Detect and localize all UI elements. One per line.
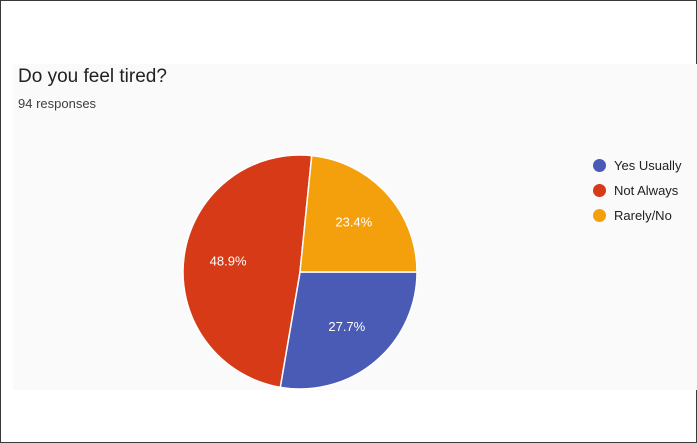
legend-label: Not Always xyxy=(614,183,679,198)
legend-swatch xyxy=(593,159,606,172)
legend-item-yes-usually[interactable]: Yes Usually xyxy=(593,153,681,178)
response-count: 94 responses xyxy=(18,96,97,111)
legend-label: Yes Usually xyxy=(614,158,682,173)
legend-swatch xyxy=(593,184,606,197)
legend-item-not-always[interactable]: Not Always xyxy=(593,178,681,203)
legend-swatch xyxy=(593,209,606,222)
chart-legend: Yes Usually Not Always Rarely/No xyxy=(593,153,681,228)
pie-slice-yes-usually[interactable] xyxy=(279,271,418,390)
pie-slice-label: 48.9% xyxy=(210,254,247,269)
legend-item-rarely-no[interactable]: Rarely/No xyxy=(593,203,681,228)
pie-slice-rarely-no[interactable] xyxy=(299,154,418,273)
chart-title: Do you feel tired? xyxy=(18,66,167,87)
pie-slice-label: 23.4% xyxy=(335,215,372,230)
legend-label: Rarely/No xyxy=(614,208,672,223)
pie-slice-label: 27.7% xyxy=(328,319,365,334)
pie-slice-not-always[interactable] xyxy=(182,154,313,389)
